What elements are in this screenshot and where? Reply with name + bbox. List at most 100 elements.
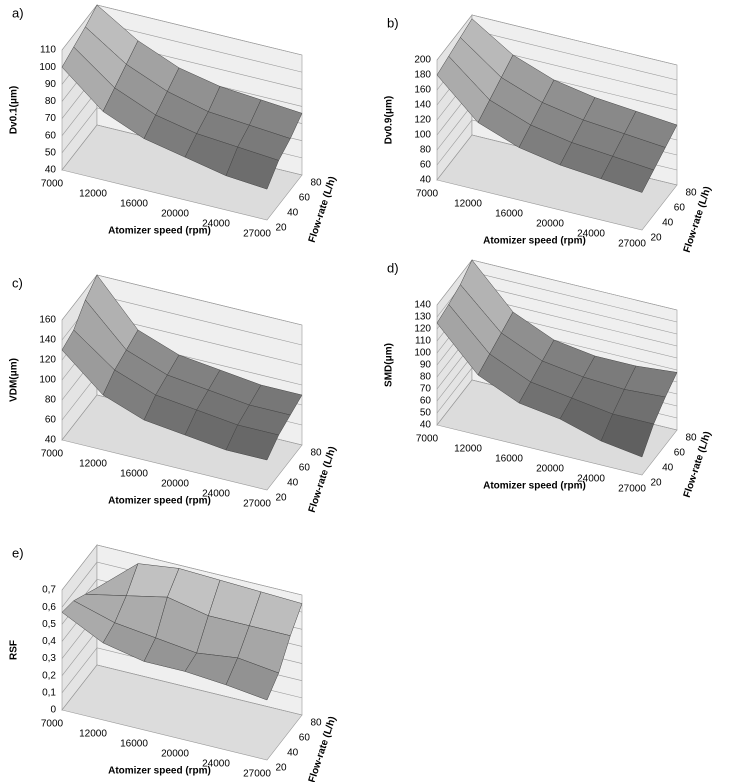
grid-line <box>61 544 303 596</box>
x-tick-label: 7000 <box>416 434 439 445</box>
y-tick-label: 20 <box>275 763 287 774</box>
z-tick-label: 110 <box>40 45 56 56</box>
z-tick-label: 0,1 <box>42 687 56 698</box>
z-tick-label: 120 <box>414 324 431 335</box>
y-tick-label: 40 <box>662 463 674 474</box>
z-tick-label: 80 <box>420 145 432 156</box>
x-tick-label: 20000 <box>536 464 564 475</box>
z-tick-label: 180 <box>414 70 431 81</box>
z-axis-title: RSF <box>9 640 20 660</box>
z-axis-title: Dv0.9(μm) <box>384 96 395 144</box>
x-tick-label: 12000 <box>79 729 107 740</box>
z-tick-label: 40 <box>45 165 57 176</box>
y-tick-label: 40 <box>287 748 299 759</box>
z-axis-title: Dv0.1(μm) <box>9 86 20 134</box>
z-tick-label: 60 <box>45 130 57 141</box>
z-tick-label: 80 <box>45 96 57 107</box>
z-tick-label: 60 <box>420 160 432 171</box>
z-tick-label: 70 <box>45 113 57 124</box>
x-tick-label: 20000 <box>161 479 189 490</box>
x-tick-label: 20000 <box>161 749 189 760</box>
panel-label: e) <box>12 545 24 560</box>
x-tick-label: 24000 <box>577 474 605 485</box>
z-tick-label: 120 <box>414 115 431 126</box>
y-tick-label: 60 <box>299 463 311 474</box>
x-axis-title: Atomizer speed (rpm) <box>108 496 211 507</box>
y-tick-label: 20 <box>275 223 287 234</box>
z-tick-label: 0,7 <box>42 585 56 596</box>
z-tick-label: 0 <box>50 705 56 716</box>
z-tick-label: 120 <box>39 355 56 366</box>
y-tick-label: 40 <box>662 218 674 229</box>
z-tick-label: 0,6 <box>42 602 56 613</box>
y-tick-label: 60 <box>674 203 686 214</box>
z-tick-label: 80 <box>45 395 57 406</box>
y-tick-label: 20 <box>650 478 662 489</box>
x-tick-label: 27000 <box>243 499 271 510</box>
z-tick-label: 0,5 <box>42 619 56 630</box>
x-tick-label: 24000 <box>202 759 230 770</box>
x-axis-title: Atomizer speed (rpm) <box>483 236 586 247</box>
z-tick-label: 100 <box>414 348 431 359</box>
z-tick-label: 50 <box>420 408 432 419</box>
z-tick-label: 0,3 <box>42 653 56 664</box>
z-tick-label: 100 <box>39 375 56 386</box>
z-tick-label: 140 <box>39 335 56 346</box>
x-tick-label: 27000 <box>618 484 646 495</box>
x-tick-label: 27000 <box>243 229 271 240</box>
z-axis-title: VDM(μm) <box>9 358 20 402</box>
panel-label: b) <box>387 15 399 30</box>
z-tick-label: 40 <box>420 420 432 431</box>
z-tick-label: 140 <box>414 300 431 311</box>
z-tick-label: 0,2 <box>42 670 56 681</box>
x-tick-label: 24000 <box>202 489 230 500</box>
x-axis-title: Atomizer speed (rpm) <box>108 226 211 237</box>
z-tick-label: 100 <box>39 62 56 73</box>
y-tick-label: 60 <box>674 448 686 459</box>
z-tick-label: 110 <box>415 336 431 347</box>
y-tick-label: 80 <box>685 188 697 199</box>
grid-line <box>436 14 678 66</box>
x-axis-title: Atomizer speed (rpm) <box>483 481 586 492</box>
z-tick-label: 130 <box>414 312 431 323</box>
x-tick-label: 16000 <box>120 469 148 480</box>
x-axis-title: Atomizer speed (rpm) <box>108 766 211 777</box>
x-tick-label: 7000 <box>41 449 64 460</box>
z-tick-label: 160 <box>39 315 56 326</box>
z-tick-label: 70 <box>420 384 432 395</box>
grid-line <box>61 664 303 716</box>
z-tick-label: 100 <box>414 130 431 141</box>
x-tick-label: 12000 <box>79 459 107 470</box>
x-tick-label: 7000 <box>41 179 64 190</box>
x-tick-label: 12000 <box>454 444 482 455</box>
x-tick-label: 20000 <box>161 209 189 220</box>
z-tick-label: 50 <box>45 147 57 158</box>
x-tick-label: 16000 <box>120 739 148 750</box>
x-tick-label: 7000 <box>41 719 64 730</box>
x-tick-label: 16000 <box>495 209 523 220</box>
panel-label: a) <box>12 5 24 20</box>
x-tick-label: 24000 <box>577 229 605 240</box>
panel-label: d) <box>387 260 399 275</box>
y-tick-label: 80 <box>310 718 322 729</box>
x-tick-label: 7000 <box>416 189 439 200</box>
x-tick-label: 16000 <box>120 199 148 210</box>
panel-label: c) <box>12 275 23 290</box>
z-tick-label: 80 <box>420 372 432 383</box>
z-tick-label: 200 <box>414 55 431 66</box>
z-tick-label: 90 <box>45 79 57 90</box>
x-tick-label: 16000 <box>495 454 523 465</box>
y-tick-label: 40 <box>287 478 299 489</box>
y-tick-label: 40 <box>287 208 299 219</box>
x-tick-label: 12000 <box>79 189 107 200</box>
y-tick-label: 20 <box>275 493 287 504</box>
x-tick-label: 20000 <box>536 219 564 230</box>
y-tick-label: 80 <box>310 178 322 189</box>
surface-patch <box>600 155 655 193</box>
surface-patch <box>225 146 279 190</box>
z-axis-title: SMD(μm) <box>384 343 395 387</box>
y-tick-label: 20 <box>650 233 662 244</box>
z-tick-label: 40 <box>420 175 432 186</box>
surface-patch <box>225 657 280 701</box>
